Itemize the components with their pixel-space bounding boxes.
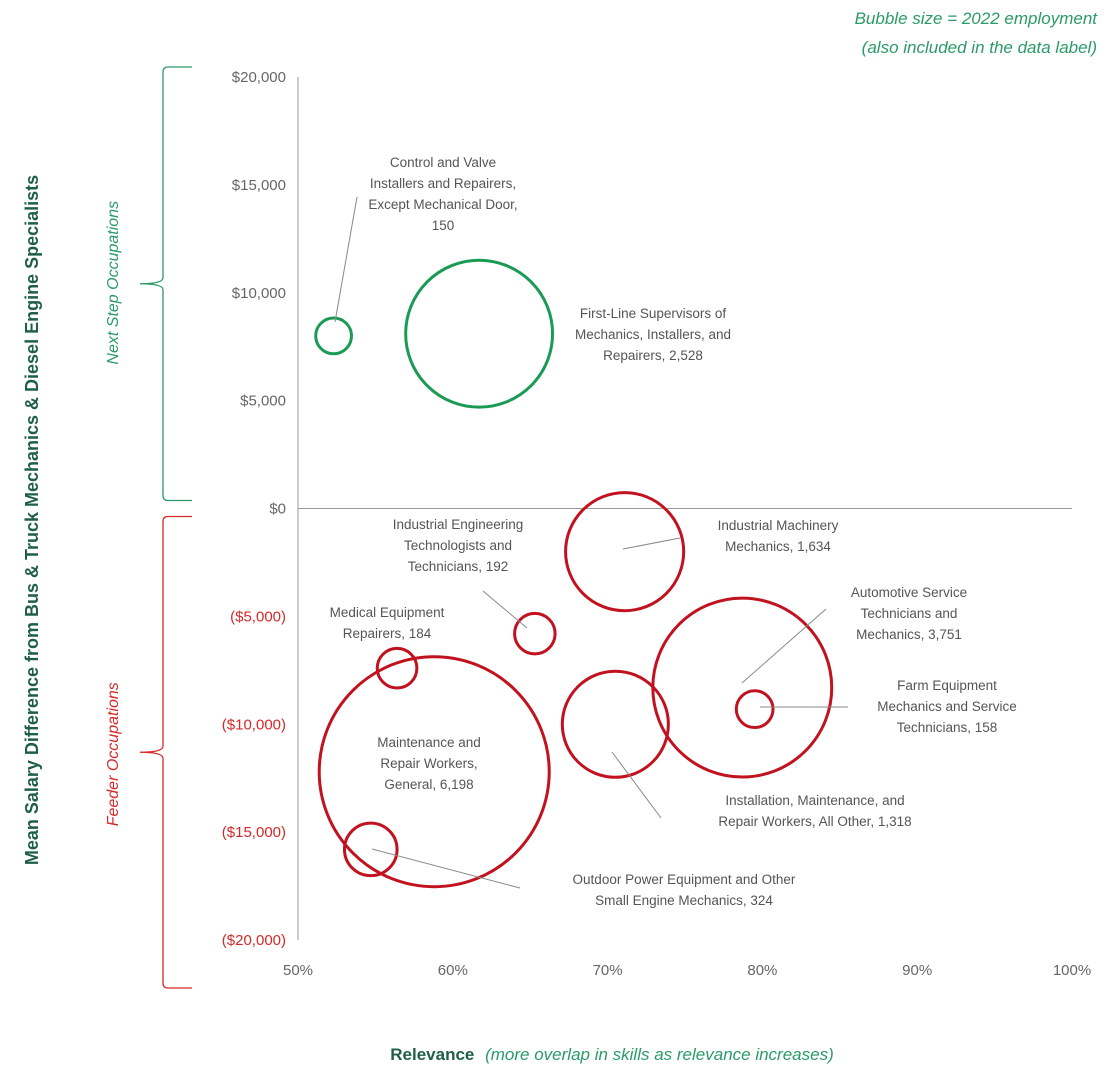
y-tick-label: ($10,000) [222, 716, 286, 733]
bubble-0 [314, 316, 353, 356]
bubble-label-0: Control and Valve Installers and Repairer… [368, 155, 517, 233]
x-tick-label: 100% [1053, 962, 1091, 979]
y-tick-label: $10,000 [232, 285, 286, 302]
x-axis-title: Relevance (more overlap in skills as rel… [390, 1045, 834, 1064]
bubble-7 [560, 669, 670, 779]
bubble-3 [513, 611, 557, 656]
bubble-2 [564, 491, 686, 613]
x-axis-title-note: (more overlap in skills as relevance inc… [485, 1045, 834, 1064]
bubble-1 [404, 258, 555, 409]
x-tick-label: 80% [747, 962, 777, 979]
bubble-4 [375, 646, 419, 690]
y-tick-label: $0 [269, 501, 286, 518]
labels-layer: Control and Valve Installers and Repairer… [330, 155, 1017, 908]
bubble-8 [317, 655, 551, 889]
leader-line-5 [741, 608, 827, 684]
x-tick-label: 60% [438, 962, 468, 979]
leader-line-0 [334, 196, 358, 323]
feeder-brace [139, 515, 192, 989]
x-axis-title-main: Relevance [390, 1045, 474, 1064]
bubble-label-3: Industrial Engineering Technologists and T… [393, 517, 524, 574]
bubble-5 [651, 596, 834, 779]
x-tick-label: 50% [283, 962, 313, 979]
x-tick-label: 70% [593, 962, 623, 979]
next-step-group-label: Next Step Occupations [105, 201, 122, 365]
bubbles-layer [314, 258, 834, 889]
bubble-label-2: Industrial Machinery Mechanics, 1,634 [718, 518, 839, 554]
axes-layer: $20,000 $15,000 $10,000 $5,000 $0 ($5,000) ($1… [105, 66, 1091, 989]
leader-line-9 [371, 848, 521, 889]
bubble-label-7: Installation, Maintenance, and Repair Wor… [718, 793, 911, 829]
leader-line-3 [482, 590, 528, 629]
feeder-group-label: Feeder Occupations [105, 682, 122, 826]
x-tick-label: 90% [902, 962, 932, 979]
y-axis-title: Mean Salary Difference from Bus & Truck … [22, 175, 42, 865]
y-tick-label: $20,000 [232, 69, 286, 86]
y-tick-label: ($15,000) [222, 824, 286, 841]
size-note-line-1: Bubble size = 2022 employment [855, 9, 1099, 28]
y-tick-label: $5,000 [240, 393, 286, 410]
size-note-line-2: (also included in the data label) [862, 38, 1097, 57]
leader-line-7 [611, 751, 662, 819]
leader-line-2 [622, 537, 681, 550]
bubble-label-8: Maintenance and Repair Workers, General, 6… [377, 735, 481, 792]
bubble-6 [734, 689, 775, 730]
bubble-9 [342, 821, 399, 878]
y-tick-label: $15,000 [232, 177, 286, 194]
bubble-label-5: Automotive Service Technicians and Mechani… [851, 585, 967, 642]
next-step-brace [139, 66, 192, 502]
bubble-label-4: Medical Equipment Repairers, 184 [330, 605, 445, 641]
bubble-label-1: First-Line Supervisors of Mechanics, Inst… [575, 306, 731, 363]
y-tick-label: ($5,000) [230, 608, 286, 625]
bubble-label-9: Outdoor Power Equipment and Other Small E… [573, 872, 796, 908]
y-tick-label: ($20,000) [222, 932, 286, 949]
bubble-label-6: Farm Equipment Mechanics and Service Techn… [877, 678, 1017, 735]
